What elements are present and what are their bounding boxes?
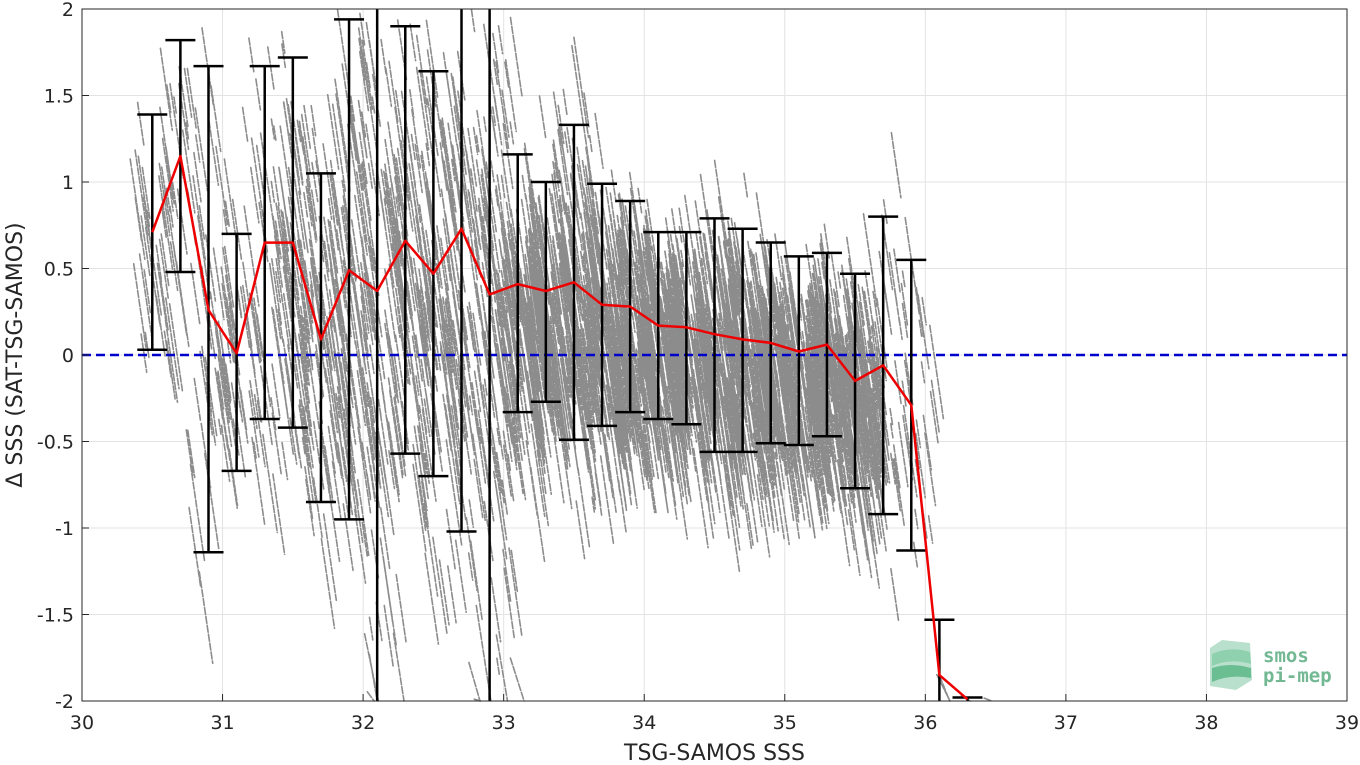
wave-logo-icon [1210,640,1252,690]
x-tick-label: 33 [492,712,516,734]
y-tick-label: -2 [55,691,74,713]
x-axis: 30 31 32 33 34 35 36 37 38 39 [70,694,1359,734]
logo-text-smos: smos [1263,645,1309,667]
x-tick-label: 36 [913,712,937,734]
x-tick-label: 37 [1054,712,1078,734]
x-tick-label: 30 [70,712,94,734]
mean-polyline [151,154,969,701]
logo-text-pi-mep: pi-mep [1263,665,1332,687]
y-axis: -2 -1.5 -1 -0.5 0 0.5 1 1.5 2 [37,0,89,713]
y-axis-label: Δ SSS (SAT-TSG-SAMOS) [3,222,28,487]
y-tick-label: -0.5 [37,432,74,454]
x-tick-label: 31 [210,712,234,734]
error-bar [446,9,477,533]
x-tick-label: 32 [351,712,375,734]
x-axis-label: TSG-SAMOS SSS [623,741,805,765]
error-bar [924,618,955,701]
y-tick-label: 1 [62,172,74,194]
y-tick-label: -1 [55,518,74,540]
smos-pi-mep-logo: smos pi-mep [1210,640,1332,690]
y-tick-label: 0 [62,345,74,367]
y-tick-label: 2 [62,0,74,21]
x-tick-label: 34 [632,712,656,734]
mean-line [151,154,969,701]
x-tick-label: 35 [773,712,797,734]
y-tick-label: -1.5 [37,605,74,627]
y-tick-label: 1.5 [44,86,74,108]
y-tick-label: 0.5 [44,259,74,281]
x-tick-label: 39 [1335,712,1359,734]
x-tick-label: 38 [1194,712,1218,734]
